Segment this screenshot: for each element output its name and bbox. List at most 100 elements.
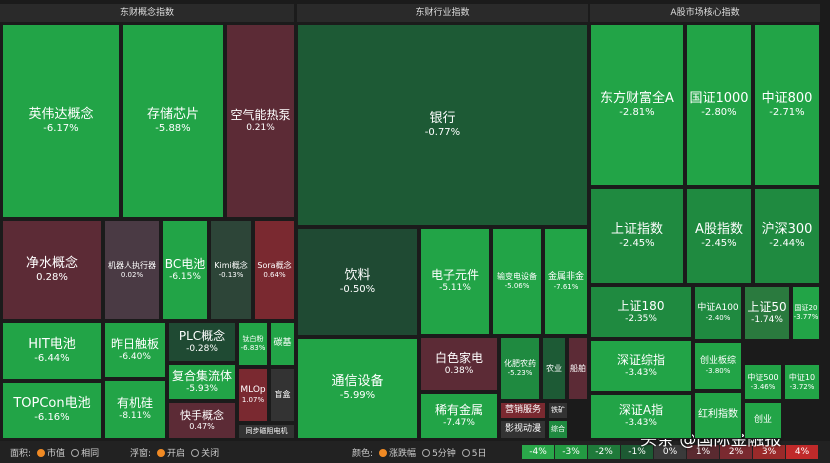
tile[interactable]: 金属非金 -7.61% [544, 228, 588, 335]
tile[interactable]: 净水概念 0.28% [2, 220, 102, 320]
tile[interactable]: 铁矿 [548, 402, 568, 419]
tile[interactable]: 创业 [744, 402, 782, 439]
radio[interactable] [71, 449, 80, 457]
tile[interactable]: 中证10 -3.72% [784, 364, 820, 400]
radio[interactable] [157, 449, 166, 457]
tile-name: 中证500 [747, 372, 779, 382]
tile[interactable]: 东方财富全A -2.81% [590, 24, 684, 186]
tile[interactable]: 复合集流体 -5.93% [168, 364, 236, 400]
tile-change: 0.47% [189, 422, 215, 432]
tile[interactable]: 饮料 -0.50% [297, 228, 418, 336]
panel-header: 东财行业指数 [297, 4, 588, 22]
radio[interactable] [37, 449, 46, 457]
tile[interactable]: 沪深300 -2.44% [754, 188, 820, 284]
tile-name: 快手概念 [180, 408, 224, 422]
radio-label[interactable]: 涨跌幅 [389, 449, 417, 459]
tile[interactable]: 深证综指 -3.43% [590, 340, 692, 392]
tile-name: 白色家电 [434, 350, 483, 365]
tile[interactable]: 中证A100 -2.40% [694, 286, 742, 340]
tile[interactable]: 国证1000 -2.80% [686, 24, 752, 186]
tile[interactable]: 深证A指 -3.43% [590, 394, 692, 439]
tile[interactable]: 营销服务 [500, 402, 546, 419]
tile[interactable]: HIT电池 -6.44% [2, 322, 102, 380]
radio-label[interactable]: 相同 [81, 449, 100, 459]
radio-label[interactable]: 开启 [167, 449, 186, 459]
tile[interactable]: 空气能热泵 0.21% [226, 24, 295, 218]
tile-name: 中证10 [788, 372, 816, 382]
tile[interactable]: Kimi概念 -0.13% [210, 220, 252, 320]
tile-name: 创业板综 [699, 356, 736, 366]
tile[interactable]: 化肥农药 -5.23% [500, 337, 540, 400]
radio-label[interactable]: 市值 [47, 449, 66, 459]
tile[interactable]: 稀有金属 -7.47% [420, 393, 498, 439]
tile[interactable]: Sora概念 0.64% [254, 220, 295, 320]
tile[interactable]: 上证180 -2.35% [590, 286, 692, 338]
tile[interactable]: 盲盒 [270, 368, 295, 422]
tile[interactable]: 银行 -0.77% [297, 24, 588, 226]
tile-name: HIT电池 [28, 336, 76, 352]
tile[interactable]: 通信设备 -5.99% [297, 338, 418, 439]
radio[interactable] [191, 449, 200, 457]
tile[interactable]: 中证500 -3.46% [744, 364, 782, 400]
tile[interactable]: 碳基 [270, 322, 295, 366]
tile-name: 昨日触板 [110, 336, 159, 351]
radio[interactable] [422, 449, 431, 457]
tile[interactable]: 存储芯片 -5.88% [122, 24, 224, 218]
tile-change: -5.06% [504, 282, 530, 291]
radio[interactable] [379, 449, 388, 457]
tile-change: -2.81% [619, 106, 655, 118]
radio-label[interactable]: 关闭 [201, 449, 220, 459]
tile[interactable]: BC电池 -6.15% [162, 220, 208, 320]
tile[interactable]: 中证800 -2.71% [754, 24, 820, 186]
tile[interactable]: 农业 [542, 337, 566, 400]
tile[interactable]: 同步磁阻电机 [238, 424, 295, 439]
tile[interactable]: MLOp 1.07% [238, 368, 268, 422]
control-group: 颜色: 涨跌幅 5分钟 5日 [352, 446, 487, 459]
tile-name: PLC概念 [178, 328, 226, 343]
tile[interactable]: 白色家电 0.38% [420, 337, 498, 391]
tile[interactable]: 快手概念 0.47% [168, 402, 236, 439]
tile[interactable]: 输变电设备 -5.06% [492, 228, 542, 335]
tile-name: 钛白粉 [242, 335, 264, 344]
tile[interactable]: 有机硅 -8.11% [104, 380, 166, 439]
tile-change: -0.13% [218, 270, 244, 279]
radio-label[interactable]: 5日 [471, 449, 487, 459]
tile-change: -6.44% [34, 352, 70, 364]
tile[interactable]: 船舶 [568, 337, 588, 400]
tile[interactable]: 昨日触板 -6.40% [104, 322, 166, 378]
tile[interactable]: 电子元件 -5.11% [420, 228, 490, 335]
tile[interactable]: 综合 [548, 420, 568, 439]
legend-swatch: -1% [621, 445, 653, 459]
tile[interactable]: A股指数 -2.45% [686, 188, 752, 284]
tile[interactable]: 影视动漫 [500, 420, 546, 439]
tile-name: 稀有金属 [434, 402, 483, 417]
tile-name: 综合 [551, 425, 565, 434]
tile[interactable]: 上证50 -1.74% [744, 286, 790, 340]
tile[interactable]: 上证指数 -2.45% [590, 188, 684, 284]
tile-name: 东方财富全A [600, 90, 674, 106]
tile-change: -2.80% [701, 106, 737, 118]
tile-name: 国证1000 [689, 90, 749, 106]
tile[interactable]: TOPCon电池 -6.16% [2, 382, 102, 439]
control-label: 颜色: [352, 449, 374, 459]
tile-change: -3.46% [750, 382, 776, 391]
tile[interactable]: 国证20 -3.77% [792, 286, 820, 340]
tile-name: MLOp [240, 385, 266, 395]
tile-name: 上证180 [617, 298, 665, 313]
tile-name: 中证800 [761, 90, 813, 106]
tile[interactable]: 英伟达概念 -6.17% [2, 24, 120, 218]
tile[interactable]: 红利指数 [694, 392, 742, 439]
legend-swatch: 0% [654, 445, 686, 459]
tile-name: 营销服务 [504, 404, 541, 415]
tile[interactable]: 创业板综 -3.80% [694, 342, 742, 390]
tile-name: 通信设备 [331, 374, 384, 390]
tile[interactable]: PLC概念 -0.28% [168, 322, 236, 362]
tile[interactable]: 钛白粉 -6.83% [238, 322, 268, 366]
tile-name: Sora概念 [257, 260, 292, 270]
tile-change: -2.71% [769, 106, 805, 118]
radio[interactable] [461, 449, 470, 457]
tile[interactable]: 机器人执行器 0.02% [104, 220, 160, 320]
tile-change: 1.07% [241, 396, 265, 405]
radio-label[interactable]: 5分钟 [432, 449, 456, 459]
